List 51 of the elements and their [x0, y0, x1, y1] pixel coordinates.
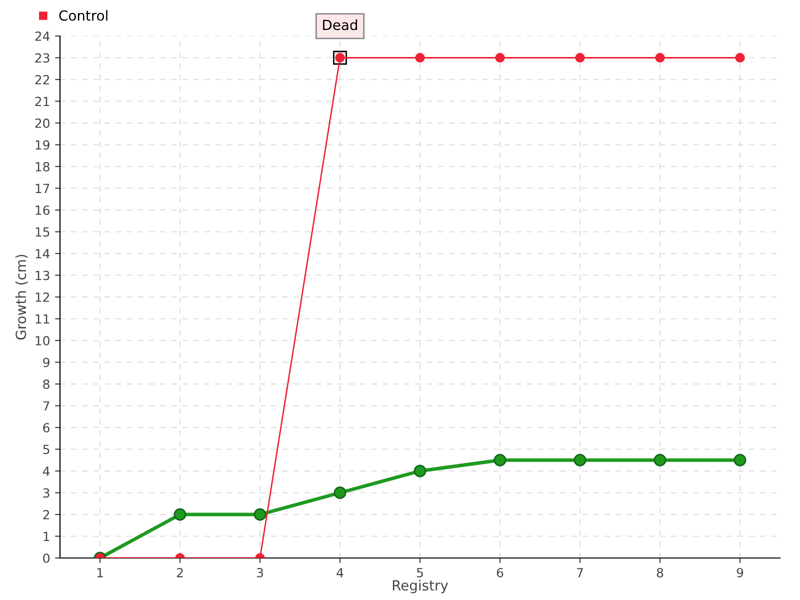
- y-tick-label: 4: [42, 466, 50, 476]
- y-axis-title: Growth (cm): [15, 254, 28, 340]
- y-tick-label: 6: [43, 422, 50, 432]
- point: [734, 454, 746, 466]
- point: [254, 508, 266, 521]
- y-tick-label: 1: [44, 532, 50, 541]
- y-tick-label: 19: [36, 140, 50, 150]
- y-tick-label: 3: [43, 488, 50, 498]
- point: [495, 52, 505, 63]
- x-tick-label: 8: [656, 568, 664, 578]
- point: [334, 486, 346, 499]
- legend-label: Control: [59, 10, 108, 21]
- point: [575, 52, 585, 63]
- y-tick-label: 8: [43, 379, 50, 389]
- point: [414, 464, 426, 478]
- y-tick-label: 11: [36, 314, 50, 324]
- y-tick-label: 15: [36, 227, 50, 237]
- x-tick-label: 3: [256, 568, 263, 578]
- y-tick-label: 21: [35, 96, 50, 106]
- y-tick-label: 24: [35, 31, 50, 41]
- y-tick-label: 7: [43, 401, 50, 410]
- x-tick-label: 9: [736, 568, 744, 578]
- y-tick-label: 20: [35, 118, 50, 128]
- x-axis-title: Registry: [392, 580, 448, 594]
- point: [654, 454, 666, 466]
- annotation: Dead: [323, 19, 358, 30]
- point: [415, 52, 425, 63]
- point: [174, 508, 186, 521]
- y-tick-label: 5: [43, 444, 50, 454]
- y-tick-label: 12: [36, 292, 50, 302]
- point: [574, 454, 586, 466]
- y-tick-label: 9: [43, 358, 50, 368]
- x-tick-label: 2: [176, 568, 183, 578]
- y-tick-label: 2: [43, 510, 50, 520]
- y-tick-label: 23: [35, 53, 50, 63]
- y-tick-label: 18: [36, 162, 50, 172]
- y-tick-label: 14: [36, 249, 50, 258]
- y-tick-label: 17: [36, 184, 50, 193]
- x-tick-label: 4: [336, 568, 344, 578]
- y-tick-label: 16: [36, 205, 50, 215]
- y-tick-label: 10: [36, 336, 50, 346]
- x-tick-label: 5: [416, 568, 423, 578]
- x-tick-label: 6: [496, 568, 504, 578]
- point: [735, 52, 745, 63]
- y-tick-label: 22: [35, 74, 50, 84]
- point: [494, 454, 506, 466]
- x-tick-label: 7: [577, 568, 583, 578]
- y-tick-label: 13: [36, 270, 50, 280]
- y-tick-label: 0: [43, 553, 50, 563]
- x-tick-label: 1: [97, 568, 103, 578]
- point: [655, 52, 665, 63]
